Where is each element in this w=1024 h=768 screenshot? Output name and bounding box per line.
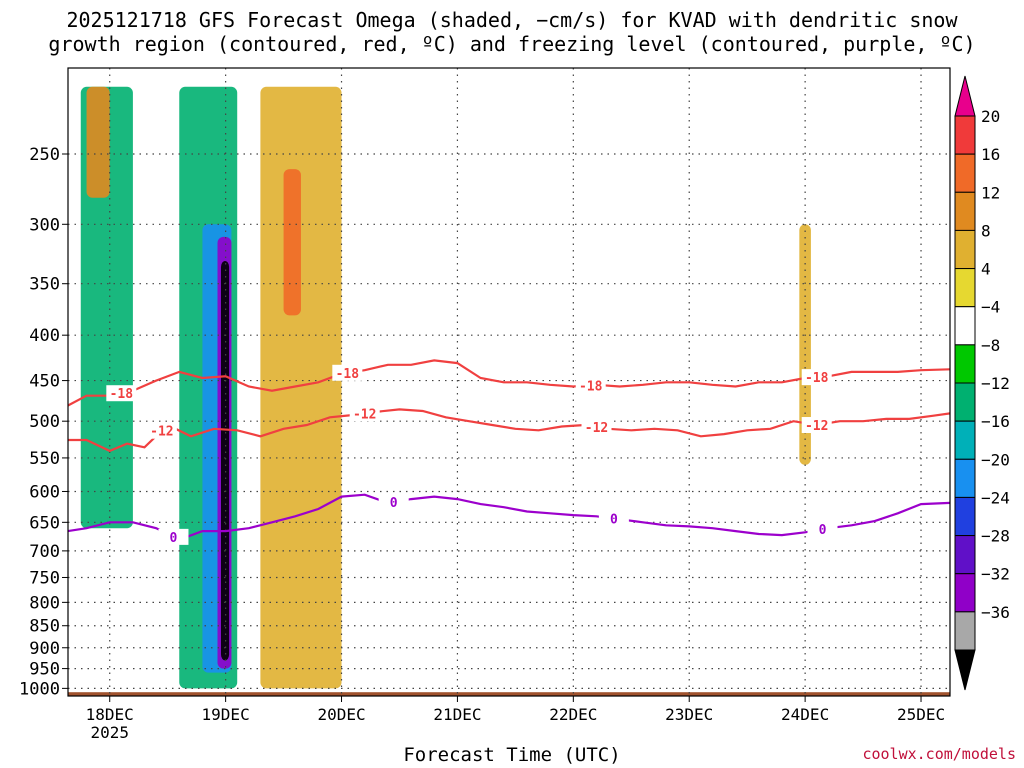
colorbar-segment-11 (954, 496, 976, 537)
contour-label-bg-minus18-3 (801, 369, 832, 386)
colorbar-label-5: −4 (981, 298, 1000, 317)
contour-label-bg-0-1 (378, 493, 409, 510)
omega-region-6 (799, 224, 811, 465)
contour-label-0-0: 0 (170, 531, 178, 546)
contour-label-minus12-1: -12 (353, 407, 376, 422)
x-tick-sublabel-year: 2025 (90, 723, 129, 742)
y-tick-label-250: 250 (29, 145, 60, 165)
colorbar-segment-12 (954, 535, 976, 575)
y-tick-label-1000: 1000 (19, 679, 60, 699)
colorbar-label-11: −28 (981, 527, 1010, 546)
colorbar-segment-13 (954, 573, 976, 613)
colorbar-label-9: −20 (981, 450, 1010, 469)
omega-region-5 (283, 169, 301, 316)
credit-link[interactable]: coolwx.com/models (862, 745, 1016, 763)
colorbar-label-2: 12 (981, 183, 1000, 202)
surface-band (68, 692, 950, 696)
contour-label-bg-minus18-0 (106, 385, 137, 402)
x-tick-label-21DEC: 21DEC (433, 705, 481, 724)
contour-label-0-3: 0 (819, 523, 827, 538)
y-tick-label-300: 300 (29, 215, 60, 235)
x-axis-title: Forecast Time (UTC) (403, 744, 621, 766)
contour-label-bg-minus12-2 (581, 418, 612, 435)
x-tick-label-25DEC: 25DEC (897, 705, 945, 724)
colorbar-label-10: −24 (981, 488, 1010, 507)
contour-label-minus18-1: -18 (336, 367, 360, 382)
contour-label-bg-minus18-2 (575, 377, 606, 394)
colorbar-segment-4 (954, 229, 976, 270)
colorbar-segment-5 (954, 268, 976, 308)
chart-title-line-2: growth region (contoured, red, ºC) and f… (48, 32, 976, 56)
colorbar-label-4: 4 (981, 260, 991, 279)
y-tick-label-350: 350 (29, 275, 60, 295)
colorbar-segment-6 (954, 306, 976, 346)
y-tick-label-500: 500 (29, 412, 60, 432)
colorbar-segment-2 (954, 153, 976, 193)
colorbar-label-0: 20 (981, 107, 1000, 126)
y-tick-label-450: 450 (29, 372, 60, 392)
x-tick-label-23DEC: 23DEC (665, 705, 713, 724)
omega-region-3 (220, 261, 230, 661)
contour-label-0-2: 0 (610, 513, 618, 528)
chart-title-line-1: 2025121718 GFS Forecast Omega (shaded, −… (66, 8, 958, 32)
y-tick-label-800: 800 (29, 593, 60, 613)
colorbar-label-7: −12 (981, 374, 1010, 393)
y-tick-label-850: 850 (29, 617, 60, 637)
contour-label-bg-minus12-1 (349, 405, 380, 422)
y-tick-label-600: 600 (29, 482, 60, 502)
colorbar-segment-8 (954, 382, 976, 422)
contour-label-minus18-3: -18 (805, 371, 829, 386)
omega-region-8 (86, 86, 110, 198)
colorbar-segment-1 (954, 115, 976, 155)
colorbar-top-arrow (954, 75, 976, 117)
colorbar-label-3: 8 (981, 221, 991, 240)
colorbar-segment-14 (954, 611, 976, 651)
colorbar-segment-10 (954, 458, 976, 498)
colorbar-bottom-arrow (954, 649, 976, 691)
colorbar-segment-7 (954, 344, 976, 384)
y-tick-label-700: 700 (29, 542, 60, 562)
contour-label-bg-0-2 (598, 510, 629, 527)
contour-label-minus18-2: -18 (579, 379, 603, 394)
colorbar-segment-9 (954, 420, 976, 460)
plot-frame (67, 67, 951, 697)
contour-label-bg-minus12-0 (146, 422, 177, 439)
x-tick-label-22DEC: 22DEC (549, 705, 597, 724)
colorbar-label-6: −8 (981, 336, 1000, 355)
x-tick-label-18DEC: 18DEC (86, 705, 134, 724)
contour-label-bg-minus12-3 (801, 417, 832, 434)
colorbar-label-1: 16 (981, 145, 1000, 164)
contour-label-bg-0-3 (807, 521, 838, 538)
colorbar-label-13: −36 (981, 603, 1010, 622)
y-tick-label-900: 900 (29, 639, 60, 659)
contour-label-minus12-3: -12 (805, 419, 828, 434)
colorbar-segment-3 (954, 191, 976, 231)
contour-label-minus12-2: -12 (585, 421, 608, 436)
contour-label-minus12-0: -12 (150, 425, 173, 440)
y-tick-label-550: 550 (29, 449, 60, 469)
contour-label-bg-minus18-1 (332, 364, 363, 381)
omega-region-4 (260, 86, 342, 689)
x-tick-label-24DEC: 24DEC (781, 705, 829, 724)
y-tick-label-400: 400 (29, 326, 60, 346)
x-tick-label-20DEC: 20DEC (317, 705, 365, 724)
y-tick-label-750: 750 (29, 568, 60, 588)
contour-label-minus18-0: -18 (110, 387, 134, 402)
y-tick-label-650: 650 (29, 513, 60, 533)
contour-label-bg-0-0 (158, 528, 189, 545)
colorbar-label-12: −32 (981, 565, 1010, 584)
contour-line-minus18 (67, 359, 951, 407)
contour-line-0 (67, 493, 951, 541)
colorbar-label-8: −16 (981, 412, 1010, 431)
y-tick-label-950: 950 (29, 660, 60, 680)
contour-label-0-1: 0 (390, 496, 398, 511)
x-tick-label-19DEC: 19DEC (202, 705, 250, 724)
